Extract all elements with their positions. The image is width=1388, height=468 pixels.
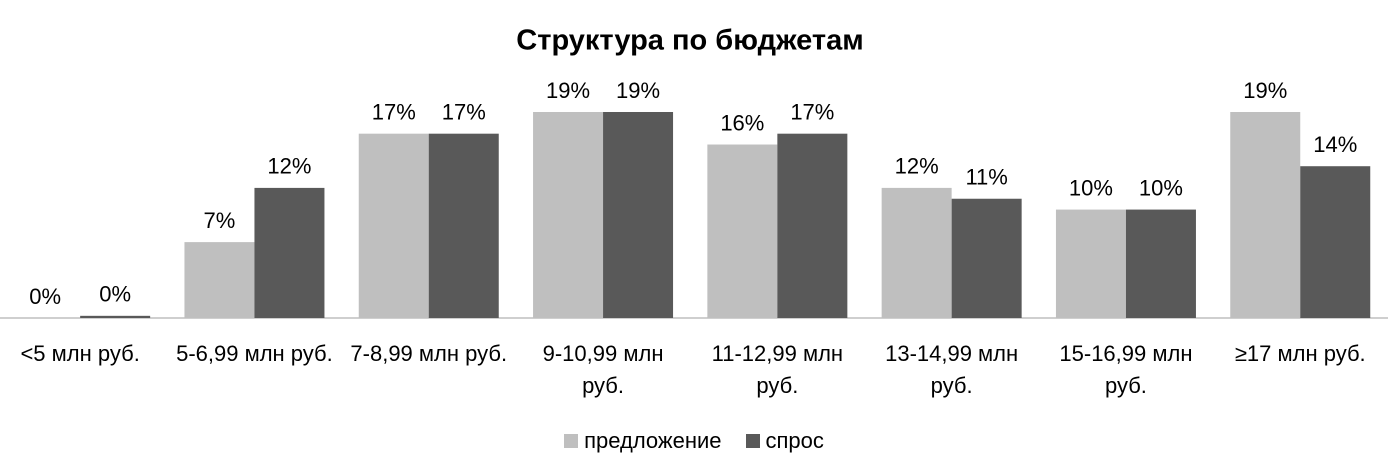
bar bbox=[881, 187, 952, 318]
bar bbox=[254, 187, 325, 318]
bar bbox=[184, 242, 255, 318]
value-label: 19% bbox=[616, 78, 660, 103]
legend-swatch bbox=[564, 434, 579, 448]
x-tick-label: ≥17 млн руб. bbox=[1234, 341, 1366, 366]
x-tick-label: 13-14,99 млн руб. bbox=[885, 341, 1019, 398]
bar bbox=[951, 198, 1022, 318]
value-label: 7% bbox=[204, 208, 236, 233]
value-label: 19% bbox=[546, 78, 590, 103]
x-tick-label: 11-12,99 млн руб. bbox=[711, 341, 844, 398]
x-tick-label: <5 млн руб. bbox=[20, 341, 140, 366]
legend-label: спрос bbox=[765, 428, 824, 453]
legend-item: спрос bbox=[745, 428, 824, 454]
value-label: 17% bbox=[372, 99, 416, 124]
x-tick-label: 9-10,99 млн руб. bbox=[542, 341, 664, 398]
bar bbox=[80, 315, 151, 318]
value-label: 0% bbox=[99, 282, 131, 307]
bar bbox=[707, 144, 778, 318]
legend-item: предложение bbox=[564, 428, 722, 454]
value-label: 10% bbox=[1069, 175, 1113, 200]
x-tick-label: 7-8,99 млн руб. bbox=[350, 341, 508, 366]
bar bbox=[1055, 209, 1126, 318]
bar bbox=[1230, 112, 1301, 318]
chart-title: Структура по бюджетам bbox=[516, 25, 863, 57]
value-label: 17% bbox=[442, 99, 486, 124]
value-label: 16% bbox=[720, 110, 764, 135]
value-label: 10% bbox=[1139, 175, 1183, 200]
x-tick-label: 5-6,99 млн руб. bbox=[176, 341, 333, 366]
value-label: 11% bbox=[965, 165, 1007, 190]
legend-swatch bbox=[745, 434, 760, 448]
value-label: 14% bbox=[1313, 132, 1357, 157]
legend: предложение спрос bbox=[0, 428, 1388, 454]
value-label: 0% bbox=[29, 284, 61, 309]
value-label: 17% bbox=[790, 99, 834, 124]
x-tick-label: 15-16,99 млн руб. bbox=[1059, 341, 1193, 398]
bar bbox=[428, 133, 499, 318]
value-label: 19% bbox=[1243, 78, 1287, 103]
value-label: 12% bbox=[895, 154, 939, 179]
bar bbox=[1300, 166, 1371, 318]
legend-label: предложение bbox=[584, 428, 722, 453]
bar bbox=[777, 133, 848, 318]
value-label: 12% bbox=[267, 154, 311, 179]
bar bbox=[1125, 209, 1196, 318]
bar bbox=[358, 133, 429, 318]
bar bbox=[533, 112, 604, 318]
bar bbox=[603, 112, 674, 318]
